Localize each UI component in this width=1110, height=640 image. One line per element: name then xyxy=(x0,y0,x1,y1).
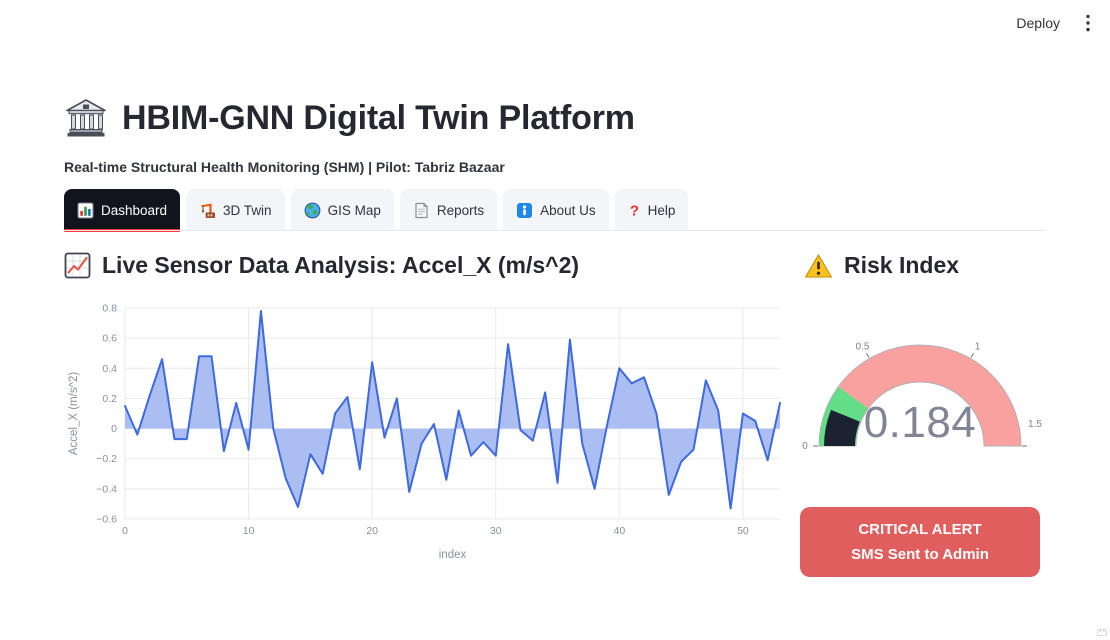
tab-label: GIS Map xyxy=(327,202,381,218)
overflow-menu-button[interactable] xyxy=(1082,12,1094,34)
page-title-row: HBIM-GNN Digital Twin Platform xyxy=(64,98,635,138)
alert-line-2: SMS Sent to Admin xyxy=(851,546,989,563)
svg-text:−0.4: −0.4 xyxy=(96,483,117,495)
tab-reports[interactable]: Reports xyxy=(399,189,498,231)
bar-chart-icon xyxy=(77,201,94,219)
svg-text:−0.6: −0.6 xyxy=(96,514,117,526)
svg-text:40: 40 xyxy=(613,525,625,537)
globe-icon xyxy=(304,202,320,218)
tab-3d-twin[interactable]: 3D Twin xyxy=(186,189,285,231)
tab-gis-map[interactable]: GIS Map xyxy=(290,189,394,231)
corner-artifact xyxy=(1097,628,1107,636)
tab-bar: Dashboard 3D Twin GIS Map Re xyxy=(64,189,689,232)
tab-divider xyxy=(64,230,1046,231)
svg-text:1.5: 1.5 xyxy=(1028,419,1042,430)
svg-text:index: index xyxy=(439,549,467,561)
page-title: HBIM-GNN Digital Twin Platform xyxy=(122,98,635,137)
tab-label: Help xyxy=(647,202,676,218)
risk-gauge-value: 0.184 xyxy=(863,398,977,447)
svg-text:0.6: 0.6 xyxy=(102,333,117,345)
app-header: Deploy xyxy=(0,0,1110,45)
chart-increasing-icon xyxy=(64,252,91,279)
risk-section-title: Risk Index xyxy=(844,252,960,278)
tab-label: Reports xyxy=(436,202,485,218)
svg-text:1: 1 xyxy=(975,341,981,352)
svg-text:10: 10 xyxy=(243,525,255,537)
svg-text:−0.2: −0.2 xyxy=(96,453,117,465)
tab-label: About Us xyxy=(540,202,596,218)
svg-text:0: 0 xyxy=(122,525,128,537)
svg-text:Accel_X (m/s^2): Accel_X (m/s^2) xyxy=(68,372,80,456)
kebab-menu-icon xyxy=(1086,14,1090,31)
question-icon: ? xyxy=(630,202,639,219)
svg-text:0.4: 0.4 xyxy=(102,363,117,375)
svg-text:0: 0 xyxy=(111,423,117,435)
alert-line-1: CRITICAL ALERT xyxy=(858,521,982,538)
svg-text:0.5: 0.5 xyxy=(856,341,870,352)
deploy-button[interactable]: Deploy xyxy=(1014,11,1062,35)
sensor-area-chart[interactable]: 0.8 0.6 0.4 0.2 0 −0.2 −0.4 −0.6 0 10 20 30 40 50 inde… xyxy=(63,298,788,570)
risk-section-heading: Risk Index xyxy=(804,252,959,279)
svg-text:50: 50 xyxy=(737,525,749,537)
document-icon xyxy=(415,201,429,218)
risk-gauge-chart[interactable]: 0 0.5 1 1.5 xyxy=(795,318,1045,458)
svg-text:0.2: 0.2 xyxy=(102,393,117,405)
classical-building-icon xyxy=(64,98,108,138)
sensor-section-heading: Live Sensor Data Analysis: Accel_X (m/s^… xyxy=(64,252,579,279)
sensor-section-title: Live Sensor Data Analysis: Accel_X (m/s^… xyxy=(102,252,580,278)
svg-text:0: 0 xyxy=(802,441,808,452)
tab-about-us[interactable]: About Us xyxy=(503,189,609,231)
tab-label: 3D Twin xyxy=(223,202,272,218)
svg-text:30: 30 xyxy=(490,525,502,537)
tab-dashboard[interactable]: Dashboard xyxy=(64,189,181,232)
svg-text:?: ? xyxy=(630,202,639,219)
tab-help[interactable]: ? Help xyxy=(614,189,689,231)
svg-text:0.8: 0.8 xyxy=(102,303,117,315)
page-subtitle: Real-time Structural Health Monitoring (… xyxy=(64,159,505,175)
critical-alert-box: CRITICAL ALERT SMS Sent to Admin xyxy=(800,507,1040,577)
svg-text:20: 20 xyxy=(366,525,378,537)
construction-icon xyxy=(201,203,215,218)
tab-label: Dashboard xyxy=(101,202,168,218)
info-icon xyxy=(517,202,533,218)
warning-icon xyxy=(804,253,833,279)
